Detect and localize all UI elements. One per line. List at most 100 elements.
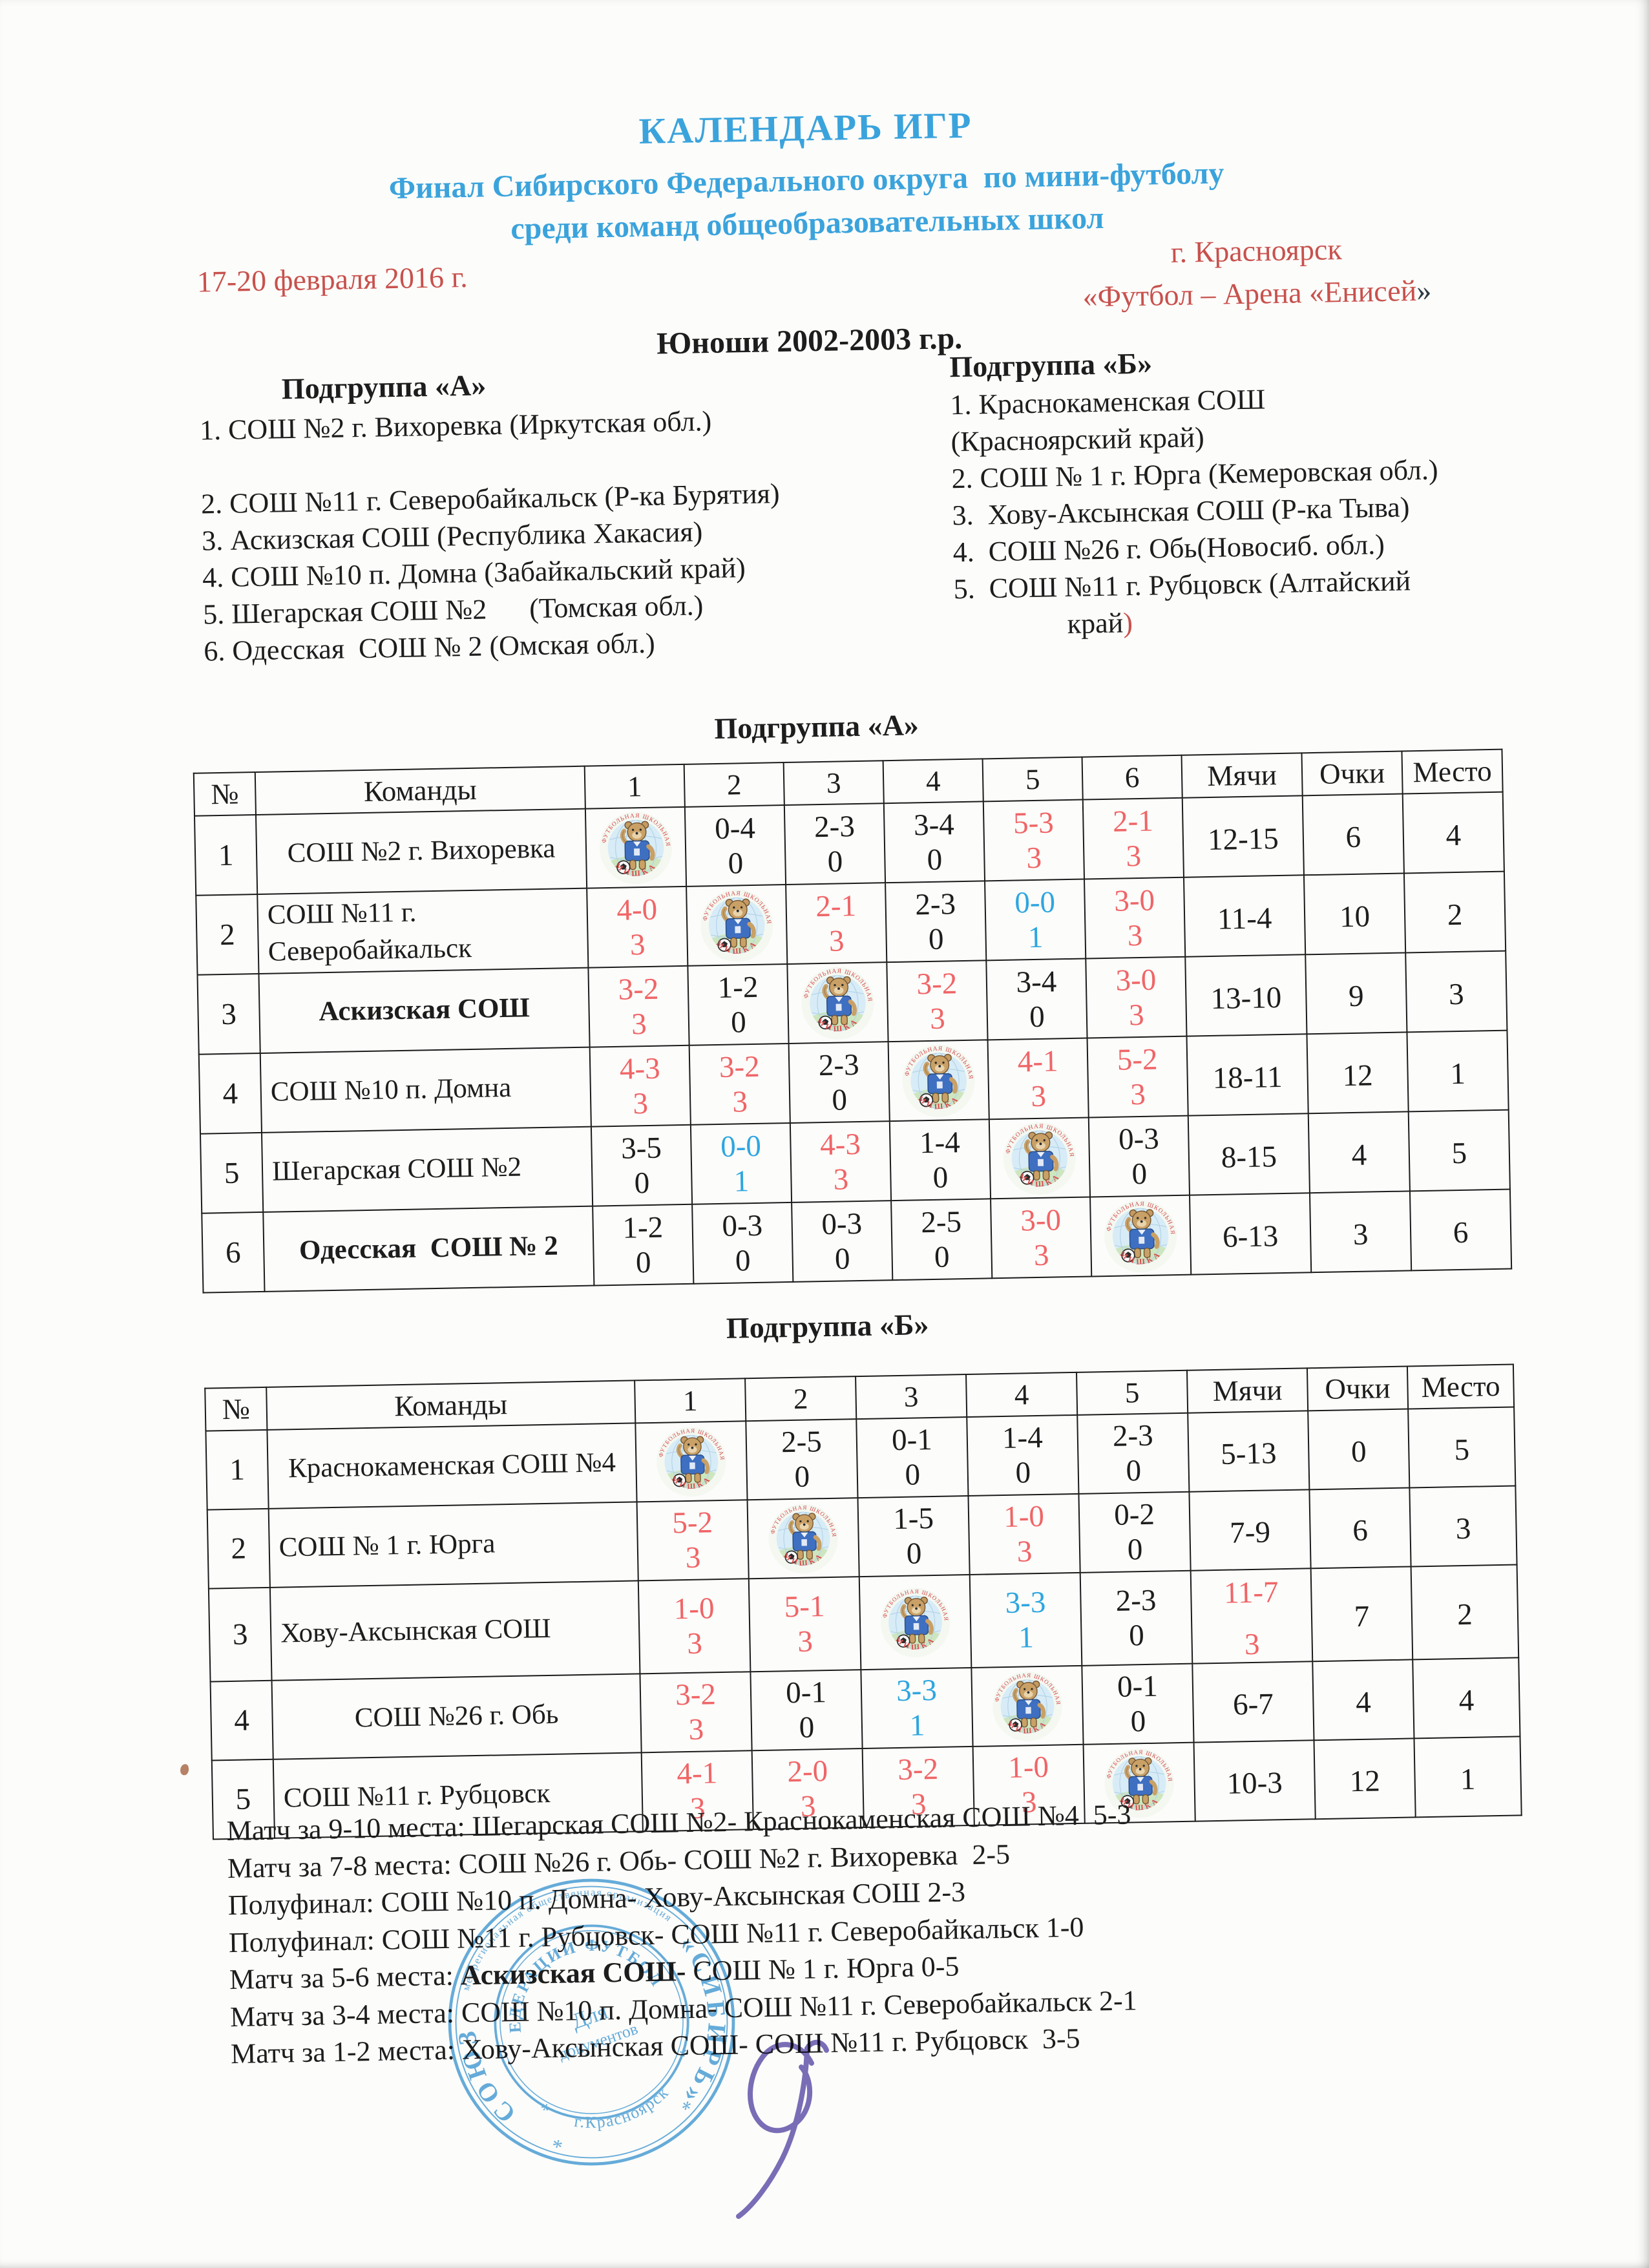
score-value: 2-1 xyxy=(815,888,857,923)
points-value: 0 xyxy=(1130,1705,1146,1739)
goals-value: 12-15 xyxy=(1207,821,1279,857)
match-cell: 1-4 0 xyxy=(967,1414,1079,1496)
self-match-cell: ФУТБОЛЬНАЯ ШКОЛЬНАЯ АССОЦИАЦИЯ МИШКА xyxy=(748,1501,859,1576)
goals-value: 11-7 xyxy=(1223,1575,1279,1610)
match-cell: 0-0 1 xyxy=(985,879,1086,961)
goals-content: 6-13 xyxy=(1191,1213,1310,1255)
goals-cell: 12-15 xyxy=(1182,795,1304,877)
points-value: 0 xyxy=(728,846,744,881)
table-row: 2 СОШ № 1 г. Юрга 5-2 3 ФУТБОЛЬНА xyxy=(207,1486,1517,1589)
mishka-mascot-logo: ФУТБОЛЬНАЯ ШКОЛЬНАЯ АССОЦИАЦИЯ МИШКА xyxy=(799,964,874,1040)
mishka-mascot-logo: ФУТБОЛЬНАЯ ШКОЛЬНАЯ АССОЦИАЦИЯ МИШКА xyxy=(878,1585,951,1657)
match-cell: 4-0 3 xyxy=(587,886,688,968)
score-value: 3-2 xyxy=(618,972,659,1007)
match-cell: 2-1 3 xyxy=(786,883,887,965)
match-cell: 5-2 3 xyxy=(636,1500,749,1581)
score-value: 0-0 xyxy=(720,1129,762,1164)
goals-content: 8-15 xyxy=(1189,1133,1308,1175)
points-value: 0 xyxy=(834,1241,850,1276)
self-match-cell: ФУТБОЛЬНАЯ ШКОЛЬНАЯ АССОЦИАЦИЯ МИШКА xyxy=(636,1424,746,1499)
points-cell: 4 xyxy=(1308,1111,1410,1193)
table-row: 4 СОШ №26 г. Обь 3-2 3 0-1 0 3-3 1 ФУ xyxy=(210,1657,1520,1761)
points-value: 0 xyxy=(1126,1454,1142,1488)
list-item-line-text: край xyxy=(1067,607,1124,640)
goals-value: 6-7 xyxy=(1232,1687,1274,1722)
match-score: 3-2 3 xyxy=(640,1672,751,1752)
column-header: 5 xyxy=(1077,1370,1188,1415)
goals-value: 18-11 xyxy=(1212,1060,1283,1095)
place-content: 1 xyxy=(1449,1056,1466,1091)
goals-content: 12-15 xyxy=(1183,815,1303,857)
match-score: 2-3 0 xyxy=(785,804,885,884)
venue-city: г. Красноярск xyxy=(1170,233,1343,269)
table-body: 1 СОШ №2 г. Вихоревка ФУТБОЛЬНА xyxy=(194,792,1512,1293)
date-range: 17-20 февраля 2016 г. xyxy=(196,260,468,299)
place-cell: 3 xyxy=(1409,1486,1517,1567)
goals-value: 11-4 xyxy=(1217,901,1272,936)
score-value: 1-0 xyxy=(1007,1750,1049,1785)
mishka-mascot-logo: ФУТБОЛЬНАЯ ШКОЛЬНАЯ АССОЦИАЦИЯ МИШКА xyxy=(990,1669,1062,1741)
match-score: 2-3 0 xyxy=(790,1043,889,1122)
table-row: 6 Одесская СОШ № 2 1-2 0 0-3 0 0-3 0 2-5 0 3-0 3 xyxy=(202,1189,1512,1293)
score-value: 0-0 xyxy=(1014,885,1056,920)
place-cell: 3 xyxy=(1405,950,1507,1033)
goals-cell: 7-9 xyxy=(1189,1489,1311,1571)
points-value: 3 xyxy=(1026,841,1042,875)
column-header: 4 xyxy=(966,1372,1078,1418)
points-value: 0 xyxy=(905,1458,921,1492)
match-score: 2-3 0 xyxy=(1081,1579,1192,1658)
row-number-cell: 3 xyxy=(197,973,260,1055)
team-cell: Одесская СОШ № 2 xyxy=(263,1206,594,1292)
match-cell: 3-5 0 xyxy=(591,1124,693,1206)
score-value: 3-2 xyxy=(719,1049,761,1084)
match-cell: ФУТБОЛЬНАЯ ШКОЛЬНАЯ АССОЦИАЦИЯ МИШКА xyxy=(1090,1195,1192,1277)
goals-cell: 6-7 xyxy=(1192,1661,1314,1743)
column-header: Место xyxy=(1407,1364,1515,1409)
points-content: 0 xyxy=(1350,1434,1367,1469)
column-header: Мячи xyxy=(1181,753,1303,798)
score-value: 2-1 xyxy=(1112,804,1154,839)
match-cell: 3-0 3 xyxy=(1086,956,1187,1038)
score-value: 1-2 xyxy=(717,970,759,1005)
goals-cell: 6-13 xyxy=(1190,1193,1312,1275)
points-cell: 9 xyxy=(1305,952,1407,1034)
score-value: 0-1 xyxy=(891,1423,933,1458)
pen-signature xyxy=(736,2039,829,2219)
place-content: 1 xyxy=(1460,1762,1476,1797)
match-cell: 4-3 3 xyxy=(589,1045,691,1127)
points-content: 12 xyxy=(1342,1058,1374,1093)
place-content: 5 xyxy=(1451,1136,1467,1170)
match-score: 0-1 0 xyxy=(857,1418,967,1497)
points-value: 3 xyxy=(1016,1535,1033,1569)
points-cell: 12 xyxy=(1307,1032,1409,1114)
score-value: 1-0 xyxy=(673,1591,715,1626)
match-cell: 1-4 0 xyxy=(889,1119,991,1201)
team-cell: Краснокаменская СОШ №4 xyxy=(267,1423,637,1509)
score-value: 2-3 xyxy=(814,809,856,844)
match-cell: 1-5 0 xyxy=(857,1496,970,1577)
points-value: 3 xyxy=(1030,1079,1047,1113)
score-value: 3-2 xyxy=(675,1677,717,1712)
match-cell: 0-4 0 xyxy=(684,805,786,887)
score-value: 3-4 xyxy=(1016,964,1057,1000)
score-value: 3-2 xyxy=(897,1752,939,1787)
match-cell: 2-5 0 xyxy=(746,1419,858,1500)
points-value: 0 xyxy=(927,843,943,877)
column-header: 1 xyxy=(635,1378,746,1423)
score-value: 1-4 xyxy=(919,1125,961,1160)
match-score: 3-2 3 xyxy=(690,1045,790,1124)
points-value: 1 xyxy=(733,1164,750,1199)
points-value: 3 xyxy=(732,1084,748,1119)
points-cell: 6 xyxy=(1309,1487,1411,1569)
row-number-cell: 1 xyxy=(194,815,258,896)
column-header: 5 xyxy=(982,757,1083,802)
match-cell: ФУТБОЛЬНАЯ ШКОЛЬНАЯ АССОЦИАЦИЯ МИШКА xyxy=(888,1040,989,1122)
group-a-list: 1. СОШ №2 г. Вихоревка (Иркутская обл.) 2… xyxy=(200,398,973,670)
match-score: 4-1 3 xyxy=(989,1039,1088,1118)
match-score: 1-2 0 xyxy=(593,1205,693,1285)
match-cell: 2-3 0 xyxy=(788,1042,890,1123)
match-score: 1-4 0 xyxy=(967,1416,1078,1495)
match-score: 2-3 0 xyxy=(1078,1414,1188,1493)
match-cell: ФУТБОЛЬНАЯ ШКОЛЬНАЯ АССОЦИАЦИЯ МИШКА xyxy=(1083,1742,1195,1823)
match-score: 3-5 0 xyxy=(592,1126,691,1205)
